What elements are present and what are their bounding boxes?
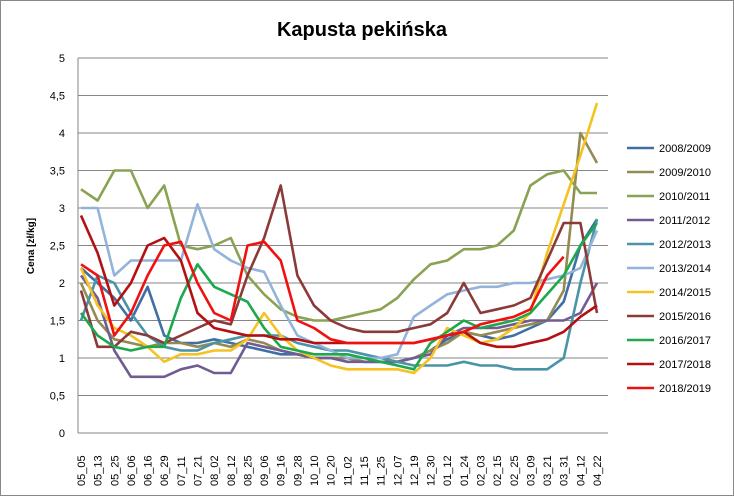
y-tick-label: 4 <box>59 128 65 140</box>
x-tick-label: 12_30 <box>426 455 438 486</box>
y-axis-label: Cena [zł/kg] <box>26 218 37 274</box>
y-tick-label: 3 <box>59 203 65 215</box>
legend-item: 2014/2015 <box>627 287 711 299</box>
x-tick-label: 11_25 <box>376 456 388 486</box>
series-line-2016-2017 <box>79 222 599 371</box>
x-tick-label: 06_29 <box>159 455 171 486</box>
series-line-2009-2010 <box>79 131 599 364</box>
legend-label: 2011/2012 <box>659 215 710 227</box>
legend-item: 2015/2016 <box>627 311 711 323</box>
x-tick-label: 04_12 <box>575 455 587 486</box>
legend-label: 2018/2019 <box>659 383 711 395</box>
legend-label: 2008/2009 <box>659 143 711 155</box>
x-tick-label: 03_09 <box>525 455 537 486</box>
series-line-2017-2018 <box>79 214 598 349</box>
y-tick-label: 2,5 <box>50 241 65 253</box>
y-tick-label: 3,5 <box>50 166 65 178</box>
legend-label: 2017/2018 <box>659 359 711 371</box>
x-tick-label: 06_16 <box>143 455 155 486</box>
legend-item: 2010/2011 <box>627 191 710 203</box>
y-tick-label: 4,5 <box>50 91 65 103</box>
y-tick-labels: 0 0,5 1 1,5 2 2,5 3 3,5 4 4,5 5 <box>50 53 65 440</box>
y-tick-label: 1 <box>59 353 65 365</box>
y-tick-label: 0,5 <box>50 391 65 403</box>
legend-item: 2012/2013 <box>627 239 711 251</box>
series-line-2014-2015 <box>79 102 599 375</box>
y-tick-label: 1,5 <box>50 316 65 328</box>
chart-title: Kapusta pekińska <box>277 19 448 41</box>
x-tick-label: 11_15 <box>359 456 371 486</box>
x-tick-label: 02_03 <box>475 455 487 486</box>
y-tick-label: 5 <box>59 53 65 65</box>
legend-item: 2013/2014 <box>627 263 711 275</box>
x-tick-label: 09_06 <box>259 455 271 486</box>
x-tick-label: 05_25 <box>109 455 121 486</box>
x-tick-label: 05_13 <box>93 455 105 486</box>
x-tick-label: 05_05 <box>76 455 88 486</box>
y-tick-label: 0 <box>59 428 65 440</box>
series-line-2012-2013 <box>79 218 599 371</box>
legend-item: 2018/2019 <box>627 383 711 395</box>
x-tick-label: 10_20 <box>326 455 338 486</box>
x-tick-label: 11_02 <box>342 456 354 486</box>
legend-label: 2009/2010 <box>659 167 711 179</box>
x-tick-label: 09_16 <box>276 455 288 486</box>
x-tick-label: 03_31 <box>559 455 571 486</box>
x-tick-label: 02_15 <box>492 455 504 486</box>
series-line-2013-2014 <box>81 203 599 360</box>
legend: 2008/2009 2009/2010 2010/2011 2011/2012 2012… <box>627 143 711 395</box>
legend-label: 2016/2017 <box>659 335 711 347</box>
legend-label: 2015/2016 <box>659 311 711 323</box>
x-tick-label: 06_06 <box>126 455 138 486</box>
legend-label: 2014/2015 <box>659 287 711 299</box>
x-tick-label: 08_25 <box>242 455 254 486</box>
x-tick-label: 02_25 <box>509 455 521 486</box>
x-tick-label: 08_02 <box>209 455 221 486</box>
series-line-2018-2019 <box>80 240 565 345</box>
legend-label: 2010/2011 <box>659 191 710 203</box>
x-tick-label: 07_11 <box>176 456 188 486</box>
legend-item: 2011/2012 <box>627 215 710 227</box>
x-tick-label: 10_10 <box>309 455 321 486</box>
legend-item: 2009/2010 <box>627 167 711 179</box>
y-tick-label: 2 <box>59 278 65 290</box>
x-tick-label: 03_21 <box>542 455 554 486</box>
legend-item: 2017/2018 <box>627 359 711 371</box>
x-tick-label: 12_19 <box>409 455 421 486</box>
legend-item: 2016/2017 <box>627 335 711 347</box>
x-tick-label: 07_21 <box>193 455 205 486</box>
x-tick-label: 04_22 <box>592 455 604 486</box>
x-tick-label: 08_12 <box>226 455 238 486</box>
x-tick-label: 01_12 <box>442 455 454 486</box>
legend-label: 2013/2014 <box>659 263 711 275</box>
legend-label: 2012/2013 <box>659 239 711 251</box>
legend-item: 2008/2009 <box>627 143 711 155</box>
series-lines <box>79 102 599 379</box>
series-line-2011-2012 <box>79 274 599 379</box>
x-tick-label: 01_24 <box>459 455 471 486</box>
x-tick-labels: 05_05 05_13 05_25 06_06 06_16 06_29 07_11 07_21… <box>76 455 604 486</box>
x-tick-label: 12_07 <box>392 455 404 486</box>
series-line-2010-2011 <box>80 169 597 322</box>
x-tick-label: 09_28 <box>292 455 304 486</box>
